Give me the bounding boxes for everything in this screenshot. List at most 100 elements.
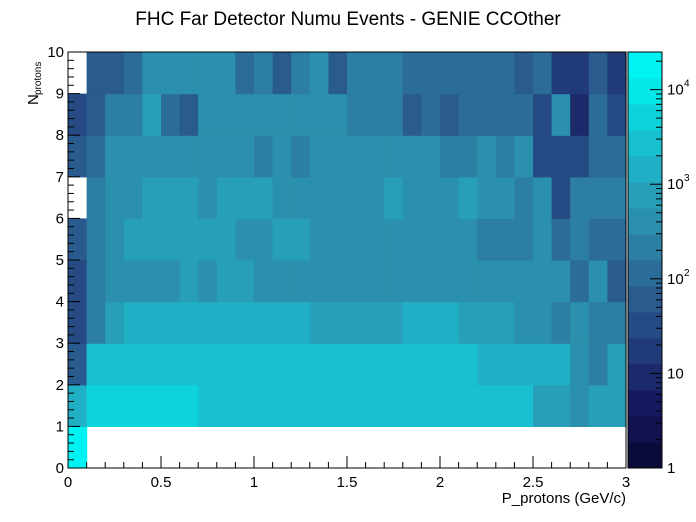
y-tick-label: 10 [47, 44, 64, 61]
heatmap-cell [365, 384, 385, 427]
heatmap-cell [179, 260, 199, 303]
heatmap-cell [570, 260, 590, 303]
heatmap-cell [551, 135, 571, 178]
heatmap-cell [291, 343, 311, 386]
heatmap-cell [421, 176, 441, 219]
heatmap-cell [384, 260, 404, 303]
heatmap-cell [588, 218, 608, 261]
heatmap-cell [198, 343, 218, 386]
heatmap-cell [254, 93, 274, 136]
y-tick-label: 8 [56, 127, 64, 144]
heatmap-cell [235, 384, 255, 427]
heatmap-cell [235, 343, 255, 386]
heatmap-cell [365, 343, 385, 386]
heatmap-cell [235, 260, 255, 303]
heatmap-cell [235, 176, 255, 219]
heatmap-cell [309, 52, 329, 95]
heatmap-cell [588, 52, 608, 95]
heatmap-cell [421, 260, 441, 303]
heatmap-cell [551, 343, 571, 386]
heatmap-cell [440, 301, 460, 344]
heatmap-cell [402, 135, 422, 178]
heatmap-cell [533, 218, 553, 261]
heatmap-cell [198, 218, 218, 261]
heatmap-cell [142, 343, 162, 386]
heatmap-cell [328, 52, 348, 95]
heatmap-cell [533, 93, 553, 136]
y-axis-ticks: 0 1 2 3 4 5 6 7 8 9 10 [47, 44, 80, 477]
heatmap-cell [123, 260, 143, 303]
color-scale-tick-label: 1 [667, 460, 675, 477]
heatmap-cell [347, 135, 367, 178]
heatmap-cell [235, 52, 255, 95]
heatmap-cell [477, 343, 497, 386]
heatmap-cell [235, 301, 255, 344]
heatmap-cell [179, 176, 199, 219]
color-scale-segment [628, 416, 662, 443]
heatmap-cell [272, 301, 292, 344]
heatmap-cell [495, 218, 515, 261]
heatmap-cell [105, 176, 125, 219]
color-scale-frame [627, 51, 663, 469]
heatmap-cell [254, 343, 274, 386]
heatmap-cell [347, 301, 367, 344]
heatmap-cell [421, 52, 441, 95]
heatmap-cell [235, 218, 255, 261]
heatmap-cell [291, 218, 311, 261]
heatmap-cell [328, 343, 348, 386]
heatmap-cell [309, 301, 329, 344]
heatmap-cell [216, 260, 236, 303]
heatmap-cell [588, 176, 608, 219]
color-scale-bar [627, 51, 663, 469]
color-scale-segment [628, 156, 662, 183]
heatmap-cell [477, 93, 497, 136]
heatmap-cell [347, 218, 367, 261]
heatmap-cell [86, 176, 106, 219]
heatmap-cell [588, 260, 608, 303]
heatmap-cell [477, 260, 497, 303]
y-tick-label: 5 [56, 252, 64, 269]
heatmap-cell [123, 52, 143, 95]
heatmap-cell [570, 52, 590, 95]
color-scale-segment [628, 442, 662, 469]
y-tick-label: 0 [56, 460, 64, 477]
heatmap-cell [533, 52, 553, 95]
heatmap-cell [458, 176, 478, 219]
heatmap-cell [588, 384, 608, 427]
heatmap-cell [198, 301, 218, 344]
heatmap-cell [384, 52, 404, 95]
heatmap-cell [384, 176, 404, 219]
heatmap-cell [440, 343, 460, 386]
heatmap-cell [477, 135, 497, 178]
color-scale-tick-label: 10 [667, 176, 684, 193]
heatmap-cell [179, 384, 199, 427]
heatmap-cell [86, 135, 106, 178]
heatmap-cell [495, 52, 515, 95]
heatmap-cell [216, 343, 236, 386]
x-tick-label: 0.5 [151, 474, 172, 491]
heatmap-cell [402, 218, 422, 261]
heatmap-cell [161, 260, 181, 303]
heatmap-cell [309, 384, 329, 427]
heatmap-cell [402, 52, 422, 95]
heatmap-cell [291, 93, 311, 136]
y-axis-title-subscript: protons [33, 62, 44, 95]
color-scale-tick-label: 10 [667, 365, 684, 382]
heatmap-cell [161, 343, 181, 386]
heatmap-cell [198, 93, 218, 136]
heatmap-cell [142, 260, 162, 303]
heatmap-cell [458, 218, 478, 261]
heatmap-cell [384, 301, 404, 344]
heatmap-cell [384, 135, 404, 178]
heatmap-cell [142, 52, 162, 95]
y-tick-label: 7 [56, 169, 64, 186]
heatmap-cell [421, 301, 441, 344]
heatmap-cell [495, 260, 515, 303]
heatmap-cell [588, 93, 608, 136]
heatmap-cell [272, 343, 292, 386]
heatmap-cell [68, 260, 88, 303]
heatmap-cell [458, 343, 478, 386]
heatmap-cell [533, 260, 553, 303]
